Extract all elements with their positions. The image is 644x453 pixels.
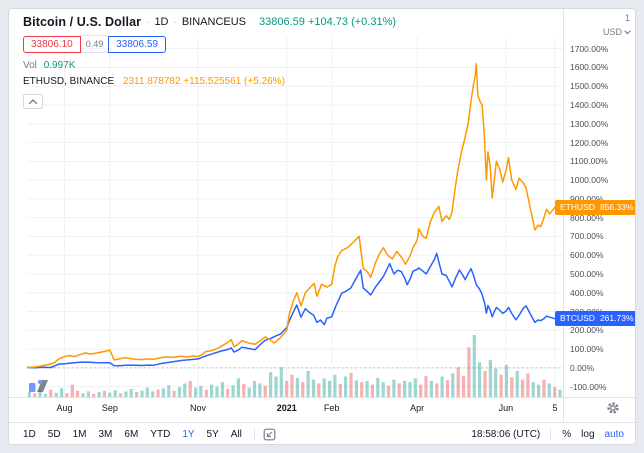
time-tick-label: Aug xyxy=(56,403,73,413)
chart-legend: Bitcoin / U.S. Dollar · 1D · BINANCEUS 3… xyxy=(23,15,396,109)
compare-legend-row[interactable]: ETHUSD, BINANCE 2311.878782 +115.525561 … xyxy=(23,76,396,87)
btc-badge: BTCUSD 261.73% xyxy=(555,311,635,327)
compare-symbol: ETHUSD, BINANCE xyxy=(23,76,115,87)
auto-scale-button[interactable]: auto xyxy=(604,429,624,440)
bottom-toolbar: 1D 5D 1M 3M 6M YTD 1Y 5Y All 18:58:06 (U… xyxy=(9,423,635,444)
price-tick-label: 0.00% xyxy=(570,362,595,373)
price-tick-label: 400.00% xyxy=(570,287,604,298)
chart-card: -100.00%0.00%100.00%200.00%300.00%400.00… xyxy=(8,8,636,445)
symbol-legend-row[interactable]: Bitcoin / U.S. Dollar · 1D · BINANCEUS 3… xyxy=(23,15,396,29)
price-tick-label: 800.00% xyxy=(570,212,604,223)
btc-badge-symbol: BTCUSD xyxy=(560,313,595,324)
ethusd-line xyxy=(27,62,556,369)
sell-button[interactable]: 33806.10 xyxy=(23,35,81,53)
log-scale-button[interactable]: log xyxy=(581,429,595,440)
time-axis[interactable]: Aug Sep Nov 2021 Feb Apr Jun 5 xyxy=(9,398,635,422)
volume-legend-row[interactable]: Vol 0.997K xyxy=(23,60,396,71)
plot-svg[interactable] xyxy=(27,37,563,397)
range-button-ytd[interactable]: YTD xyxy=(150,429,171,440)
price-tick-label: 1700.00% xyxy=(570,43,609,54)
price-tick-label: 1300.00% xyxy=(570,118,609,129)
separator-dot: · xyxy=(173,16,177,28)
legend-collapse-button[interactable] xyxy=(23,94,43,109)
volume-histogram xyxy=(27,335,562,397)
buy-sell-widget: 33806.10 0.49 33806.59 xyxy=(23,35,396,53)
go-to-date-icon[interactable] xyxy=(263,428,276,441)
toolbar-border xyxy=(9,422,635,423)
time-tick-label: Feb xyxy=(323,403,340,413)
exchange-label: BINANCEUS xyxy=(181,16,247,28)
price-tick-label: 500.00% xyxy=(570,268,604,279)
last-quote: 33806.59 +104.73 (+0.31%) xyxy=(259,16,397,28)
price-tick-label: 600.00% xyxy=(570,250,604,261)
tradingview-logo xyxy=(29,379,48,392)
range-button-1d[interactable]: 1D xyxy=(23,429,36,440)
percent-scale-button[interactable]: % xyxy=(562,429,572,440)
symbol-title: Bitcoin / U.S. Dollar xyxy=(23,15,142,29)
eth-badge: ETHUSD 856.33% xyxy=(555,199,635,215)
range-button-1y[interactable]: 1Y xyxy=(182,429,195,440)
price-tick-label: 1600.00% xyxy=(570,62,609,73)
time-tick-label: Jun xyxy=(498,403,514,413)
time-tick-label: 5 xyxy=(552,403,558,413)
toolbar-divider xyxy=(253,428,255,441)
volume-label: Vol xyxy=(23,60,37,71)
price-tick-label: 1500.00% xyxy=(570,81,609,92)
eth-badge-symbol: ETHUSD xyxy=(560,201,595,212)
price-tick-label: 700.00% xyxy=(570,231,604,242)
price-tick-label: 1000.00% xyxy=(570,175,609,186)
buy-button[interactable]: 33806.59 xyxy=(108,35,166,53)
compare-quote: 2311.878782 +115.525561 (+5.26%) xyxy=(122,76,285,87)
pane-number: 1 xyxy=(624,13,630,23)
range-button-5y[interactable]: 5Y xyxy=(206,429,219,440)
btcusd-line xyxy=(27,252,556,369)
gridlines xyxy=(27,37,563,397)
currency-selector[interactable]: USD xyxy=(603,27,631,37)
range-button-3m[interactable]: 3M xyxy=(98,429,113,440)
range-button-1m[interactable]: 1M xyxy=(72,429,87,440)
price-axis[interactable]: -100.00%0.00%100.00%200.00%300.00%400.00… xyxy=(564,9,635,397)
range-button-6m[interactable]: 6M xyxy=(124,429,139,440)
gear-icon[interactable] xyxy=(606,401,620,415)
toolbar-divider xyxy=(550,428,552,441)
price-tick-label: 1100.00% xyxy=(570,156,608,167)
price-tick-label: 1400.00% xyxy=(570,99,609,110)
spread-value: 0.49 xyxy=(80,35,109,53)
eth-badge-value: 856.33% xyxy=(599,201,634,212)
chevron-down-icon xyxy=(624,29,631,35)
interval-label: 1D xyxy=(154,16,169,28)
chevron-up-icon xyxy=(28,99,38,105)
price-tick-label: 1200.00% xyxy=(570,137,609,148)
separator-dot: · xyxy=(146,16,150,28)
currency-label: USD xyxy=(602,27,622,37)
time-tick-label: Nov xyxy=(190,403,207,413)
time-tick-label: Sep xyxy=(101,403,118,413)
btc-badge-value: 261.73% xyxy=(599,313,634,324)
clock-utc[interactable]: 18:58:06 (UTC) xyxy=(471,429,541,440)
price-tick-label: -100.00% xyxy=(570,381,607,392)
time-axis-border xyxy=(9,397,635,398)
range-button-5d[interactable]: 5D xyxy=(47,429,61,440)
price-tick-label: 200.00% xyxy=(570,325,604,336)
price-tick-label: 100.00% xyxy=(570,344,604,355)
price-tick-label: 900.00% xyxy=(570,193,604,204)
time-tick-label: 2021 xyxy=(276,403,297,413)
time-tick-label: Apr xyxy=(410,403,425,413)
price-axis-border xyxy=(563,9,564,422)
volume-value: 0.997K xyxy=(43,60,76,71)
range-button-all[interactable]: All xyxy=(230,429,242,440)
